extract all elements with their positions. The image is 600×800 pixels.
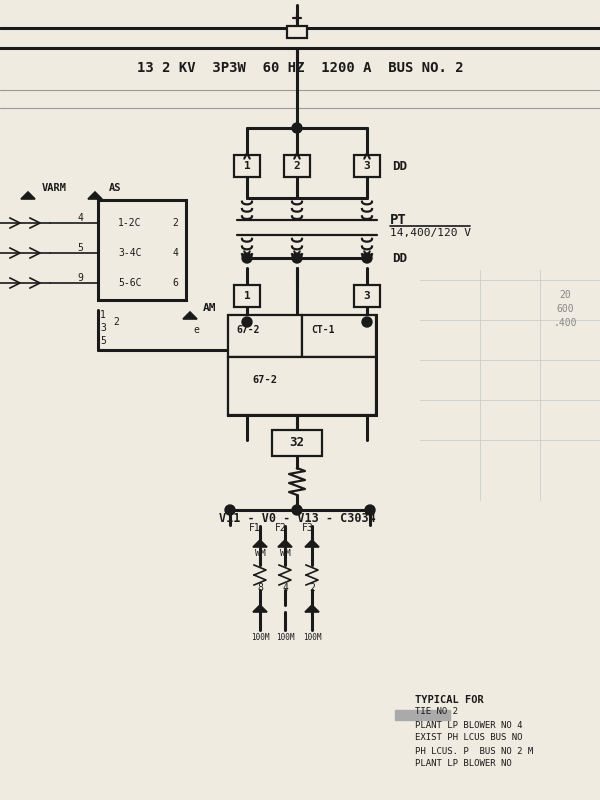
Bar [284, 155, 310, 177]
Text: WM: WM [280, 549, 290, 558]
Text: 4: 4 [172, 248, 178, 258]
Text: 13 2 KV  3P3W  60 HZ  1200 A  BUS NO. 2: 13 2 KV 3P3W 60 HZ 1200 A BUS NO. 2 [137, 61, 463, 75]
Bar [272, 430, 322, 456]
Text: 1-2C: 1-2C [118, 218, 142, 228]
Circle shape [365, 505, 375, 515]
Text: 2: 2 [172, 218, 178, 228]
Text: 100M: 100M [276, 634, 294, 642]
Text: PT: PT [390, 213, 407, 227]
Bar [302, 315, 376, 357]
Bar [287, 26, 307, 38]
Text: 1: 1 [100, 310, 106, 320]
Text: 32: 32 [290, 437, 305, 450]
Text: 3-4C: 3-4C [118, 248, 142, 258]
Text: 5-6C: 5-6C [118, 278, 142, 288]
Polygon shape [278, 540, 292, 547]
Text: 4: 4 [282, 583, 288, 593]
Text: 5: 5 [77, 243, 83, 253]
Text: DD: DD [392, 159, 407, 173]
Text: 3: 3 [100, 323, 106, 333]
Text: EXIST PH LCUS BUS NO: EXIST PH LCUS BUS NO [415, 734, 523, 742]
Bar [234, 285, 260, 307]
Text: 100M: 100M [303, 634, 321, 642]
Text: 14,400/120 V: 14,400/120 V [390, 228, 471, 238]
Text: VARM: VARM [42, 183, 67, 193]
Bar [354, 155, 380, 177]
Text: 1: 1 [244, 291, 250, 301]
Text: 20: 20 [559, 290, 571, 300]
Text: 67-2: 67-2 [253, 375, 277, 385]
Bar [354, 285, 380, 307]
Text: 3: 3 [364, 291, 370, 301]
Text: 2: 2 [293, 161, 301, 171]
Text: F3: F3 [302, 523, 314, 533]
Bar [228, 357, 376, 415]
Text: e: e [193, 325, 199, 335]
Circle shape [292, 123, 302, 133]
Text: 1: 1 [244, 161, 250, 171]
Text: CT-1: CT-1 [311, 325, 335, 335]
Circle shape [292, 253, 302, 263]
Circle shape [242, 317, 252, 327]
Polygon shape [305, 540, 319, 547]
Circle shape [292, 505, 302, 515]
Polygon shape [88, 192, 102, 199]
Text: .400: .400 [553, 318, 577, 328]
Polygon shape [21, 192, 35, 199]
Text: 100M: 100M [251, 634, 269, 642]
Circle shape [225, 505, 235, 515]
Circle shape [242, 253, 252, 263]
Polygon shape [253, 540, 267, 547]
Bar [228, 315, 376, 415]
Bar [228, 315, 302, 357]
Text: 3: 3 [364, 161, 370, 171]
Text: F2: F2 [275, 523, 287, 533]
Text: 67-2: 67-2 [236, 325, 260, 335]
Text: PLANT LP BLOWER NO: PLANT LP BLOWER NO [415, 759, 512, 769]
Polygon shape [183, 312, 197, 319]
Polygon shape [305, 605, 319, 612]
Text: DD: DD [392, 251, 407, 265]
Text: TYPICAL FOR: TYPICAL FOR [415, 695, 484, 705]
Text: AS: AS [109, 183, 121, 193]
Polygon shape [253, 605, 267, 612]
Text: V11 - V0 - V13 - C3034: V11 - V0 - V13 - C3034 [218, 511, 376, 525]
Text: 8: 8 [257, 583, 263, 593]
Circle shape [362, 317, 372, 327]
Text: 9: 9 [77, 273, 83, 283]
Bar [98, 200, 186, 300]
Text: 5: 5 [100, 336, 106, 346]
Text: TIE NO 2: TIE NO 2 [415, 707, 458, 717]
Text: 2: 2 [309, 583, 315, 593]
Text: 2: 2 [113, 317, 119, 327]
Text: AM: AM [203, 303, 217, 313]
Circle shape [362, 253, 372, 263]
Text: PH LCUS. P  BUS NO 2 M: PH LCUS. P BUS NO 2 M [415, 746, 533, 755]
Text: PLANT LP BLOWER NO 4: PLANT LP BLOWER NO 4 [415, 721, 523, 730]
Text: WM: WM [254, 549, 265, 558]
Text: F1: F1 [249, 523, 261, 533]
Text: 4: 4 [77, 213, 83, 223]
Bar [234, 155, 260, 177]
Text: 600: 600 [556, 304, 574, 314]
Text: 6: 6 [172, 278, 178, 288]
Bar [395, 710, 450, 720]
